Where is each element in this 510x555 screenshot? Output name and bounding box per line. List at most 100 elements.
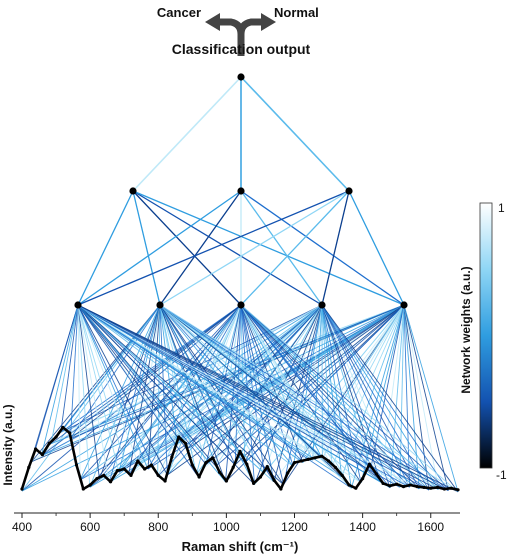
spectrum-point	[136, 459, 140, 463]
spectrum-point	[422, 485, 426, 489]
edge-input-lower	[240, 304, 430, 491]
edge-input-lower	[159, 304, 459, 493]
colorbar-max-label: 1	[498, 201, 505, 215]
edge-input-lower	[240, 304, 333, 467]
spectrum-point	[74, 463, 79, 467]
edge-input-lower	[77, 304, 284, 485]
edge-input-lower	[40, 304, 79, 456]
network-node	[237, 301, 245, 309]
edge-hidden-lower	[77, 190, 350, 306]
edge-hidden-lower	[240, 190, 405, 306]
spectrum-point	[415, 485, 419, 489]
edge-input-lower	[240, 304, 459, 493]
edge-input-lower	[118, 304, 242, 473]
edge-input-lower	[77, 304, 459, 493]
edge-hidden-lower	[77, 190, 134, 306]
x-axis: 400 600 800 1000 1200 1400 1600	[12, 512, 460, 534]
edge-input-lower	[302, 304, 323, 463]
edge-input-lower	[403, 304, 459, 492]
spectrum-point	[292, 461, 297, 465]
edge-input-lower	[159, 304, 430, 491]
edge-input-lower	[321, 304, 372, 469]
spectrum-point	[129, 473, 133, 477]
edge-input-lower	[240, 304, 265, 474]
edge-input-lower	[77, 304, 449, 491]
spectrum-point	[326, 459, 331, 463]
spectrum-point	[374, 472, 378, 476]
spectrum-point	[320, 454, 324, 458]
spectrum-point	[20, 487, 24, 491]
normal-label: Normal	[274, 5, 319, 20]
spectrum-point	[95, 477, 99, 481]
edge-input-lower	[399, 304, 405, 488]
edge-input-lower	[89, 304, 161, 488]
spectrum-point	[313, 456, 317, 460]
spectrum-point	[68, 431, 72, 435]
colorbar-gradient	[479, 202, 493, 469]
spectrum-point	[204, 461, 208, 465]
spectrum-point	[190, 463, 194, 467]
edge-input-lower	[77, 304, 294, 467]
spectrum-point	[27, 465, 31, 469]
edge-input-lower	[403, 304, 449, 491]
edge-input-lower	[234, 304, 405, 466]
spectrum-point	[252, 481, 256, 485]
colorbar-min-label: -1	[496, 468, 507, 482]
edge-hidden-lower	[240, 190, 323, 306]
spectrum-point	[47, 441, 51, 445]
spectrum-point	[163, 479, 167, 483]
edge-input-lower	[77, 304, 130, 476]
colorbar: 1 -1 Network weights (a.u.)	[459, 201, 507, 482]
edge-input-lower	[244, 304, 323, 463]
edge-input-lower	[77, 304, 420, 490]
edge-input-lower	[137, 304, 323, 464]
spectrum-point	[361, 477, 365, 481]
edge-input-lower	[240, 304, 323, 459]
edge-input-lower	[321, 304, 420, 490]
spectrum-point	[442, 487, 446, 491]
edge-input-lower	[60, 304, 79, 433]
edge-input-lower	[159, 304, 449, 491]
edge-input-lower	[159, 304, 226, 482]
classification-output-title: Classification output	[172, 41, 311, 57]
edge-hidden-lower	[132, 190, 242, 306]
spectrum-point	[435, 485, 440, 489]
edge-input-lower	[77, 304, 226, 483]
spectrum-point	[54, 435, 58, 439]
spectrum-point	[408, 483, 412, 487]
edge-input-lower	[77, 304, 352, 489]
edge-input-lower	[77, 304, 207, 465]
network-node	[237, 73, 245, 81]
edge-input-lower	[159, 304, 168, 476]
x-tick-label: 1000	[213, 520, 240, 534]
edge-input-lower	[77, 304, 120, 473]
spectrum-point	[34, 447, 38, 451]
edge-input-lower	[215, 304, 405, 467]
edge-input-lower	[31, 304, 79, 462]
edge-input-lower	[99, 304, 323, 480]
edge-input-lower	[244, 304, 405, 463]
edge-input-lower	[77, 304, 410, 488]
x-tick-label: 1600	[417, 520, 444, 534]
spectrum-point	[367, 462, 372, 466]
spectrum-point	[347, 483, 351, 487]
edge-input-lower	[321, 304, 449, 491]
output-layer-edges	[132, 76, 350, 192]
edge-hidden-lower	[159, 190, 242, 306]
edge-input-lower	[77, 304, 100, 480]
edge-input-lower	[118, 304, 161, 473]
edge-input-lower	[77, 304, 139, 464]
network-node	[318, 301, 326, 309]
edge-input-lower	[389, 304, 405, 488]
x-tick-label: 1200	[281, 520, 308, 534]
edge-input-lower	[403, 304, 440, 490]
edge-hidden-lower	[77, 190, 242, 306]
edge-input-lower	[77, 304, 391, 489]
spectrum-point	[265, 465, 269, 469]
x-tick-label: 400	[12, 520, 32, 534]
split-arrow-icon	[205, 13, 276, 56]
spectrum-point	[40, 453, 45, 457]
spectrum-point	[279, 487, 283, 491]
network-nodes	[74, 73, 408, 309]
spectrum-point	[122, 467, 126, 471]
